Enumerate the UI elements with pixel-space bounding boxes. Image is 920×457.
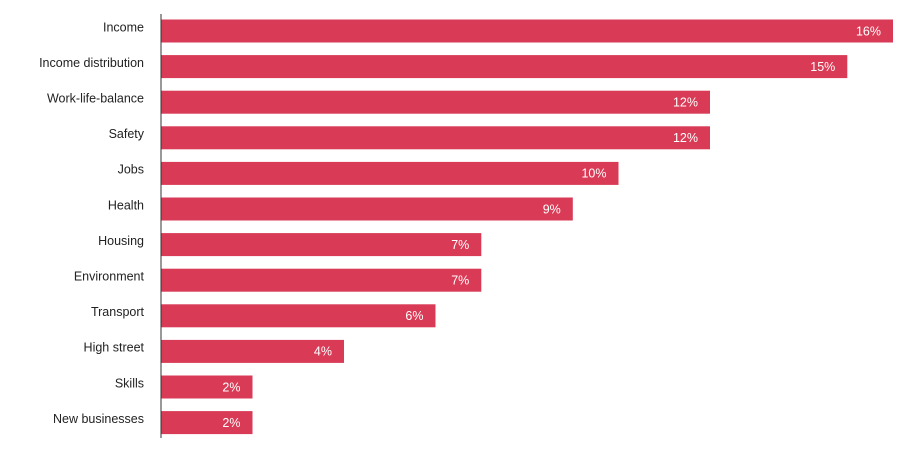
bar-health	[161, 197, 573, 221]
category-label: High street	[84, 341, 145, 355]
bar-income	[161, 19, 893, 43]
category-label: Income distribution	[39, 56, 144, 70]
value-label: 4%	[314, 345, 332, 359]
bar-housing	[161, 233, 482, 257]
category-label: Housing	[98, 234, 144, 248]
value-label: 10%	[581, 167, 606, 181]
category-labels-layer: Income Income distribution Work-life-balan…	[39, 20, 145, 426]
category-label: Income	[103, 20, 144, 34]
bar-high-street	[161, 339, 344, 363]
bar-environment	[161, 268, 482, 292]
bars-layer	[161, 19, 893, 435]
category-label: Jobs	[118, 163, 144, 177]
value-label: 2%	[222, 416, 240, 430]
bar-skills	[161, 375, 253, 399]
value-labels-layer: 16% 15% 12% 12% 10% 9% 7% 7% 6% 4% 2% 2%	[222, 24, 881, 430]
bar-safety	[161, 126, 710, 150]
bar-work-life-balance	[161, 90, 710, 114]
value-label: 12%	[673, 131, 698, 145]
value-label: 7%	[451, 238, 469, 252]
value-label: 2%	[222, 380, 240, 394]
value-label: 7%	[451, 273, 469, 287]
value-label: 16%	[856, 24, 881, 38]
value-label: 15%	[810, 60, 835, 74]
category-label: Skills	[115, 376, 144, 390]
category-label: Transport	[91, 305, 145, 319]
bar-jobs	[161, 161, 619, 185]
value-label: 9%	[543, 202, 561, 216]
value-label: 12%	[673, 95, 698, 109]
bar-income-distribution	[161, 55, 848, 79]
category-label: Work-life-balance	[47, 91, 144, 105]
category-label: Safety	[109, 127, 145, 141]
category-label: Health	[108, 198, 144, 212]
value-label: 6%	[405, 309, 423, 323]
category-label: New businesses	[53, 412, 144, 426]
bar-transport	[161, 304, 436, 328]
bar-new-businesses	[161, 411, 253, 435]
category-label: Environment	[74, 269, 145, 283]
